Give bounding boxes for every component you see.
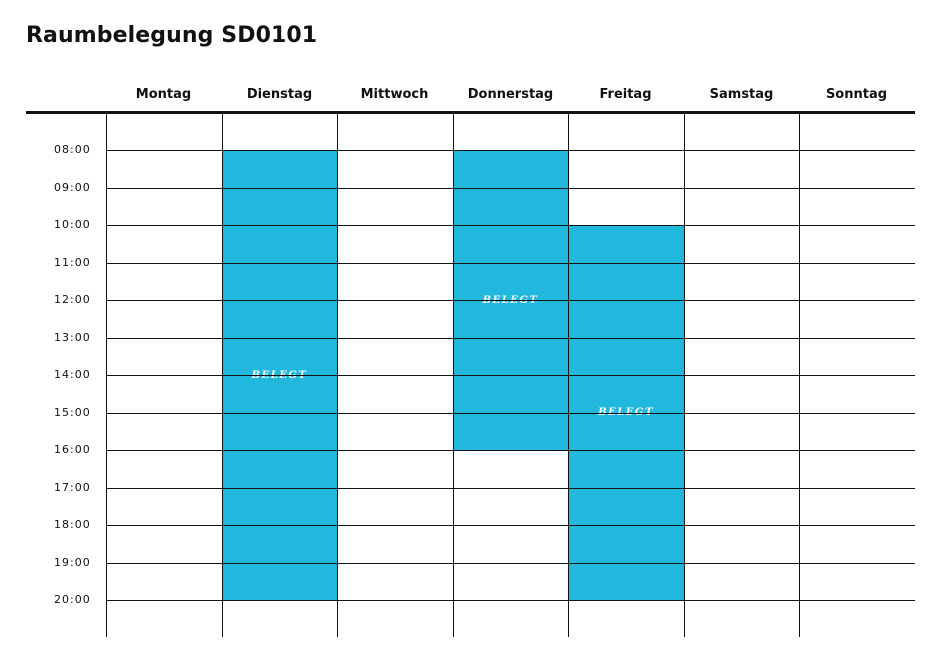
time-label: 17:00 (54, 480, 91, 494)
time-label: 12:00 (54, 293, 91, 306)
time-label: 13:00 (54, 330, 91, 344)
page-title: Raumbelegung SD0101 (26, 23, 318, 48)
booking-label: BELEGT (482, 294, 539, 306)
header-divider (26, 111, 915, 114)
day-header-montag: Montag (135, 87, 192, 102)
day-header-sonntag: Sonntag (825, 87, 888, 102)
day-header-freitag: Freitag (599, 87, 652, 102)
day-header-donnerstag: Donnerstag (467, 87, 554, 102)
booking-label: BELEGT (598, 407, 654, 418)
time-label: 11:00 (54, 255, 91, 269)
booking-block-freitag[interactable]: BELEGT (568, 225, 684, 600)
booking-block-dienstag[interactable]: BELEGT (222, 150, 337, 600)
time-label: 19:00 (54, 555, 91, 569)
time-label: 15:00 (54, 405, 91, 419)
time-label: 18:00 (54, 518, 91, 531)
booking-block-donnerstag[interactable]: BELEGT (453, 150, 568, 450)
time-label: 14:00 (54, 368, 91, 381)
time-label: 08:00 (54, 143, 91, 156)
time-label: 10:00 (54, 218, 91, 231)
day-header-dienstag: Dienstag (246, 87, 313, 102)
time-label: 09:00 (54, 180, 91, 194)
day-header-mittwoch: Mittwoch (360, 87, 429, 102)
time-label: 16:00 (54, 443, 91, 456)
time-label: 20:00 (54, 593, 91, 606)
day-header-samstag: Samstag (709, 87, 774, 102)
booking-label: BELEGT (251, 369, 308, 381)
